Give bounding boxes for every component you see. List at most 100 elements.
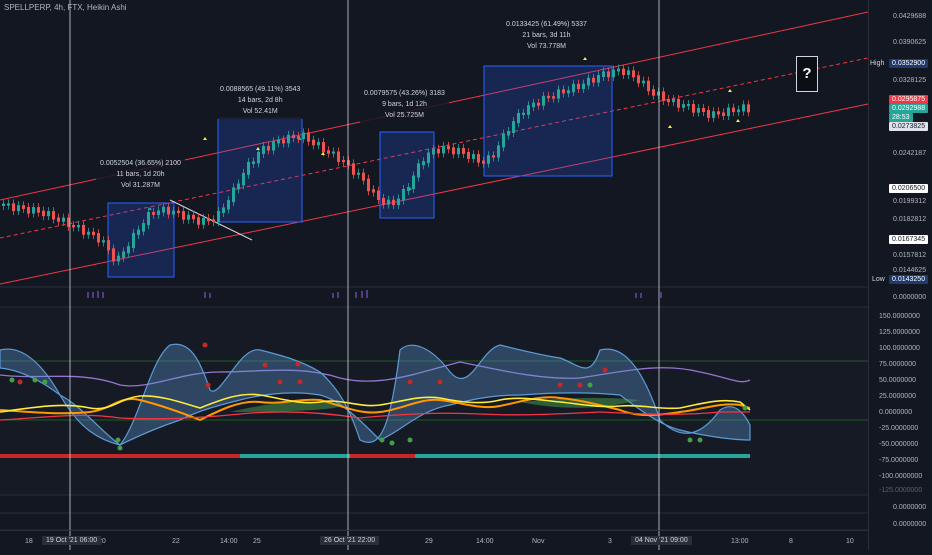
candle-body	[82, 224, 85, 235]
candle-body	[242, 172, 245, 186]
osc-dot	[32, 377, 38, 383]
candle-body	[32, 207, 35, 214]
osc-dot	[407, 379, 413, 385]
candle-body	[127, 246, 130, 254]
low-label: Low	[872, 276, 885, 283]
candle-body	[102, 240, 105, 243]
candle-body	[312, 139, 315, 146]
candle-body	[37, 207, 40, 213]
candle-body	[732, 107, 735, 113]
osc-tick: 75.0000000	[879, 361, 916, 368]
osc-dot	[42, 379, 48, 385]
osc-blue-area	[0, 343, 751, 446]
measure-box-4	[483, 65, 613, 177]
time-marker-label: 19 Oct '21 06:00	[42, 536, 102, 545]
candle-body	[427, 152, 430, 164]
candle-body	[432, 148, 435, 155]
annotation-line: Vol 31.287M	[121, 182, 160, 189]
candle-body	[537, 102, 540, 106]
signal-marker	[148, 207, 152, 210]
osc-tick: -125.0000000	[879, 487, 923, 494]
time-tick: 29	[425, 538, 433, 545]
annotation-line: 21 bars, 3d 11h	[522, 32, 571, 39]
candle-body	[692, 104, 695, 113]
price-axis[interactable]: 0.0429688 0.0390625 High 0.0352900 0.032…	[868, 0, 932, 550]
time-tick: 18	[25, 538, 33, 545]
candle-body	[192, 214, 195, 220]
osc-dot	[205, 382, 211, 388]
candle-body	[647, 80, 650, 92]
signal-marker	[728, 89, 732, 92]
osc-dot	[379, 437, 385, 443]
price-tick: 0.0199312	[893, 198, 927, 205]
candle-body	[387, 199, 390, 205]
candle-body	[72, 224, 75, 228]
candle-body	[27, 206, 30, 214]
time-tick: 22	[172, 538, 180, 545]
osc-dot	[437, 379, 443, 385]
level-tag: 0.0273825	[889, 122, 929, 131]
osc-dots-group	[9, 342, 748, 451]
annotation-line: 0.0088565 (49.11%) 3543	[220, 86, 301, 93]
candle-body	[217, 211, 220, 223]
candle-body	[532, 102, 535, 108]
measure-annotation-1[interactable]: 0.0052504 (36.65%) 2100 11 bars, 1d 20h …	[96, 156, 185, 193]
price-tick: 0.0429688	[893, 13, 927, 20]
candle-body	[167, 206, 170, 215]
candle-body	[12, 203, 15, 212]
candle-body	[267, 146, 270, 151]
candle-body	[607, 71, 610, 78]
candle-body	[282, 139, 285, 144]
candle-body	[377, 190, 380, 200]
candle-body	[302, 132, 305, 140]
candle-body	[142, 223, 145, 232]
candle-body	[562, 89, 565, 94]
candle-body	[357, 172, 360, 175]
osc-dot	[389, 440, 395, 446]
high-label: High	[870, 60, 885, 67]
candle-body	[292, 134, 295, 139]
candle-body	[322, 142, 325, 153]
candle-body	[177, 210, 180, 214]
time-tick: 25	[253, 538, 261, 545]
candle-body	[627, 70, 630, 75]
candle-body	[382, 197, 385, 205]
candle-body	[152, 212, 155, 215]
candle-body	[397, 198, 400, 206]
measure-annotation-4[interactable]: 0.0133425 (61.49%) 5337 21 bars, 3d 11h …	[502, 17, 591, 54]
measure-annotation-2[interactable]: 0.0088565 (49.11%) 3543 14 bars, 2d 8h V…	[216, 82, 305, 119]
candle-body	[487, 155, 490, 164]
lower-axis-tick: 0.0000000	[893, 504, 927, 511]
candle-body	[602, 71, 605, 78]
candle-body	[287, 134, 290, 144]
candle-body	[522, 112, 525, 115]
low-value-tag: 0.0143250	[889, 275, 929, 284]
osc-dot	[117, 445, 123, 451]
level-tag: 0.0167345	[889, 235, 929, 244]
candle-body	[507, 131, 510, 136]
candle-body	[372, 189, 375, 193]
osc-tick: 100.0000000	[879, 345, 920, 352]
measure-annotation-3[interactable]: 0.0079575 (43.26%) 3183 9 bars, 1d 12h V…	[360, 86, 449, 123]
time-axis[interactable]: 18 20 22 14:00 25 29 14:00 Nov 3 13:00 8…	[0, 530, 868, 551]
candle-body	[307, 132, 310, 142]
candle-body	[667, 98, 670, 103]
candle-body	[682, 104, 685, 108]
osc-dot	[697, 437, 703, 443]
price-tick: 0.0328125	[893, 77, 927, 84]
osc-dot	[587, 382, 593, 388]
countdown-tag: 28:53	[889, 113, 913, 122]
candle-body	[502, 133, 505, 148]
candle-body	[437, 148, 440, 154]
candle-body	[207, 217, 210, 222]
candle-body	[557, 89, 560, 99]
question-mark-box[interactable]: ?	[796, 56, 818, 92]
candle-body	[442, 145, 445, 154]
candle-body	[472, 154, 475, 159]
osc-tick: 50.0000000	[879, 377, 916, 384]
candle-body	[262, 146, 265, 154]
annotation-line: 0.0052504 (36.65%) 2100	[100, 160, 181, 167]
candle-body	[162, 206, 165, 213]
